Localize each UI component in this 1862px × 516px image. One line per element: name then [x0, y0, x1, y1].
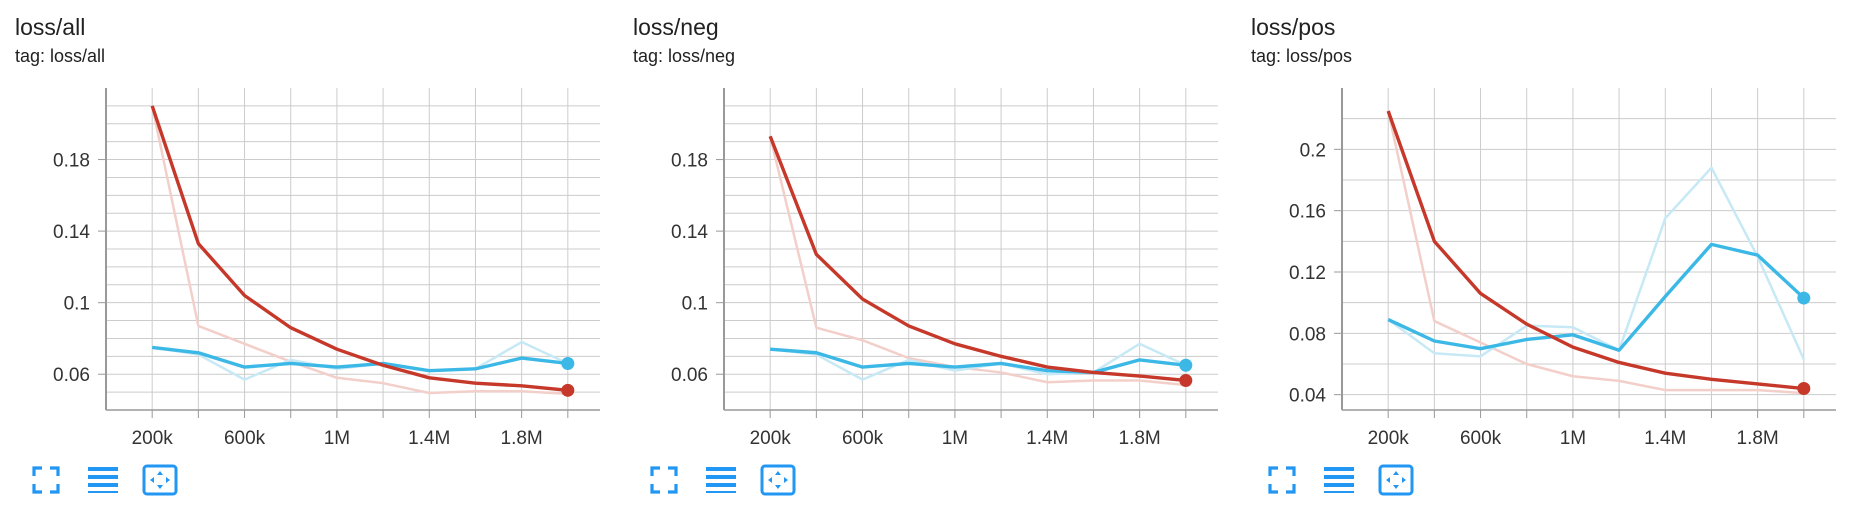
y-tick-label: 0.06	[671, 365, 708, 386]
series-end-point	[1797, 382, 1811, 396]
x-tick-label: 1M	[324, 428, 350, 449]
toggle-log-scale-icon	[1324, 467, 1354, 493]
chart-toolbar	[642, 458, 813, 502]
fullscreen-icon	[32, 466, 60, 494]
fit-domain-button[interactable]	[138, 458, 182, 502]
fit-domain-icon	[1378, 464, 1414, 496]
fullscreen-button[interactable]	[642, 458, 686, 502]
series-line	[150, 105, 568, 393]
series-end-point	[1797, 291, 1811, 305]
fit-domain-icon	[142, 464, 178, 496]
y-tick-label: 0.08	[1289, 324, 1326, 345]
chart-title: loss/all	[15, 14, 86, 40]
chart-card-loss-pos: 200k 600k 1M 1.4M 1.8M 0.04 0.08 0.12 0.16 0.2 lo…	[1236, 0, 1836, 516]
x-tick-label: 1.8M	[1737, 428, 1779, 449]
x-tick-label: 1.4M	[1644, 428, 1686, 449]
toggle-log-scale-button[interactable]	[699, 458, 743, 502]
y-tick-label: 0.2	[1300, 140, 1326, 161]
chart-card-loss-all: 200k 600k 1M 1.4M 1.8M 0.06 0.1 0.14 0.18 loss/a…	[0, 0, 600, 516]
series-line-raw	[1387, 166, 1805, 360]
x-tick-label: 600k	[1460, 428, 1502, 449]
line-chart-loss-pos: 200k 600k 1M 1.4M 1.8M 0.04 0.08 0.12 0.16 0.2	[1289, 88, 1836, 449]
series-line-raw	[150, 105, 568, 396]
fit-domain-button[interactable]	[756, 458, 800, 502]
y-tick-label: 0.16	[1289, 202, 1326, 223]
y-tick-label: 0.14	[671, 222, 708, 243]
series-end-point	[1179, 373, 1193, 387]
x-tick-label: 200k	[132, 428, 174, 449]
fullscreen-button[interactable]	[1260, 458, 1304, 502]
series-end-point	[1179, 358, 1193, 372]
y-tick-label: 0.12	[1289, 263, 1326, 284]
x-tick-label: 200k	[1368, 428, 1410, 449]
x-tick-label: 600k	[842, 428, 884, 449]
y-tick-label: 0.06	[53, 365, 90, 386]
series-line	[151, 345, 569, 373]
y-tick-label: 0.14	[53, 222, 90, 243]
fullscreen-icon	[650, 466, 678, 494]
chart-card-loss-neg: 200k 600k 1M 1.4M 1.8M 0.06 0.1 0.14 0.18 loss/n…	[618, 0, 1218, 516]
chart-tag: tag: loss/pos	[1251, 46, 1353, 66]
series-end-point	[561, 356, 575, 370]
chart-tag: tag: loss/all	[15, 46, 106, 66]
chart-toolbar	[1260, 458, 1431, 502]
fullscreen-icon	[1268, 466, 1296, 494]
x-tick-label: 1.4M	[1026, 428, 1068, 449]
y-tick-label: 0.04	[1289, 386, 1326, 407]
series-line	[770, 347, 1187, 375]
x-tick-label: 1.4M	[408, 428, 450, 449]
series-line	[1386, 110, 1804, 391]
series-line-raw	[770, 342, 1187, 381]
line-chart-loss-all: 200k 600k 1M 1.4M 1.8M 0.06 0.1 0.14 0.18	[53, 88, 600, 449]
x-tick-label: 200k	[750, 428, 792, 449]
y-tick-label: 0.18	[53, 151, 90, 172]
toggle-log-scale-button[interactable]	[81, 458, 125, 502]
fit-domain-icon	[760, 464, 796, 496]
y-tick-label: 0.18	[671, 151, 708, 172]
x-tick-label: 1.8M	[501, 428, 543, 449]
series-line-raw	[1386, 110, 1804, 395]
series-line-raw	[768, 136, 1186, 387]
chart-title: loss/pos	[1251, 14, 1336, 40]
y-tick-label: 0.1	[682, 294, 708, 315]
y-tick-label: 0.1	[64, 294, 90, 315]
series-line	[1387, 242, 1805, 352]
x-tick-label: 600k	[224, 428, 266, 449]
chart-title: loss/neg	[633, 14, 719, 40]
toggle-log-scale-icon	[88, 467, 118, 493]
line-chart-loss-neg: 200k 600k 1M 1.4M 1.8M 0.06 0.1 0.14 0.18	[671, 88, 1218, 449]
series-line	[768, 135, 1186, 383]
x-tick-label: 1.8M	[1119, 428, 1161, 449]
toggle-log-scale-icon	[706, 467, 736, 493]
fullscreen-button[interactable]	[24, 458, 68, 502]
chart-tag: tag: loss/neg	[633, 46, 736, 66]
x-tick-label: 1M	[1560, 428, 1586, 449]
x-tick-label: 1M	[942, 428, 968, 449]
fit-domain-button[interactable]	[1374, 458, 1418, 502]
toggle-log-scale-button[interactable]	[1317, 458, 1361, 502]
chart-toolbar	[24, 458, 195, 502]
series-end-point	[561, 383, 575, 397]
